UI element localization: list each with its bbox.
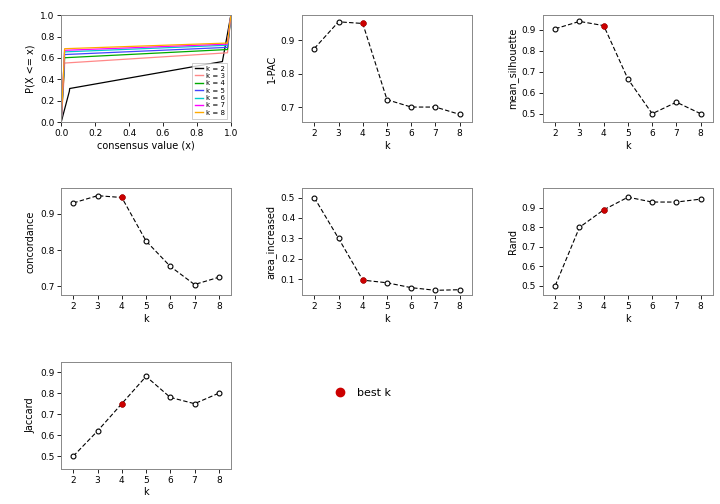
Y-axis label: area_increased: area_increased — [266, 205, 276, 279]
Y-axis label: mean_silhouette: mean_silhouette — [507, 28, 518, 109]
X-axis label: k: k — [143, 314, 149, 324]
Y-axis label: 1-PAC: 1-PAC — [266, 54, 276, 83]
X-axis label: k: k — [384, 141, 390, 151]
Y-axis label: concordance: concordance — [26, 211, 36, 273]
Y-axis label: P(X <= x): P(X <= x) — [26, 44, 36, 93]
X-axis label: consensus value (x): consensus value (x) — [97, 141, 195, 151]
Y-axis label: Jaccard: Jaccard — [26, 398, 36, 433]
X-axis label: k: k — [625, 141, 631, 151]
Legend: k = 2, k = 3, k = 4, k = 5, k = 6, k = 7, k = 8: k = 2, k = 3, k = 4, k = 5, k = 6, k = 7… — [192, 62, 228, 118]
Legend: best k: best k — [325, 384, 395, 402]
X-axis label: k: k — [625, 314, 631, 324]
X-axis label: k: k — [143, 487, 149, 497]
X-axis label: k: k — [384, 314, 390, 324]
Y-axis label: Rand: Rand — [508, 229, 518, 255]
